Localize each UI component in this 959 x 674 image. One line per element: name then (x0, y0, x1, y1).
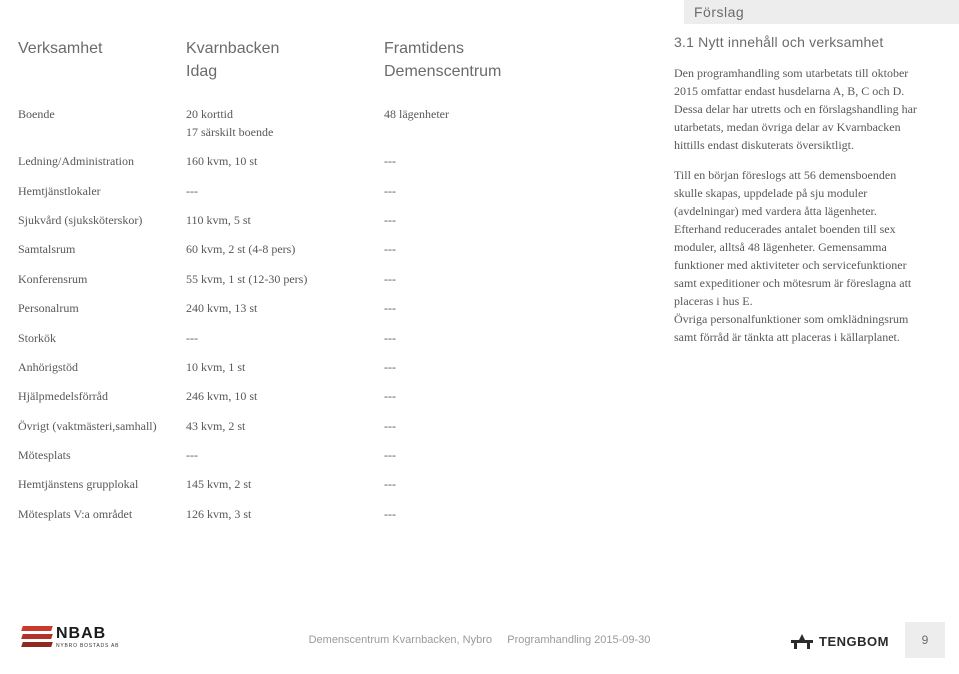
table-column-left: Verksamhet Kvarnbacken Idag Boende20 kor… (18, 34, 384, 526)
table-row: Samtalsrum60 kvm, 2 st (4-8 pers) (18, 238, 384, 261)
top-tab-label: Förslag (684, 0, 959, 20)
tengbom-logo-block: TENGBOM (791, 632, 889, 650)
table-row: --- (384, 297, 664, 320)
table-row: --- (384, 180, 664, 203)
main-columns: Verksamhet Kvarnbacken Idag Boende20 kor… (18, 34, 959, 526)
table-row: --- (384, 327, 664, 350)
tengbom-text: TENGBOM (819, 634, 889, 649)
table-row: Mötesplats V:a området126 kvm, 3 st (18, 503, 384, 526)
section-heading: 3.1 Nytt innehåll och verksamhet (674, 34, 921, 50)
table-header-row: Verksamhet Kvarnbacken Idag (18, 34, 384, 97)
table-row: 48 lägenheter (384, 103, 664, 144)
table-row: Anhörigstöd10 kvm, 1 st (18, 356, 384, 379)
tengbom-logo-icon (791, 632, 813, 650)
table-row: --- (384, 415, 664, 438)
data-table-mid: Framtidens Demenscentrum 48 lägenheter -… (384, 34, 664, 526)
page-number: 9 (905, 622, 945, 658)
table-column-mid: Framtidens Demenscentrum 48 lägenheter -… (384, 34, 664, 526)
table-row: --- (384, 356, 664, 379)
col2-header: Kvarnbacken Idag (186, 34, 384, 97)
body-paragraph: Den programhandling som utarbetats till … (674, 64, 921, 154)
table-header-row: Framtidens Demenscentrum (384, 34, 664, 97)
top-tab-band: Förslag (684, 0, 959, 24)
right-text-column: 3.1 Nytt innehåll och verksamhet Den pro… (664, 34, 939, 526)
page-root: Förslag Verksamhet Kvarnbacken Idag Boen… (0, 0, 959, 674)
table-row: Hjälpmedelsförråd246 kvm, 10 st (18, 385, 384, 408)
table-row: Konferensrum55 kvm, 1 st (12-30 pers) (18, 268, 384, 291)
table-row: --- (384, 503, 664, 526)
table-row: --- (384, 150, 664, 173)
table-row: --- (384, 268, 664, 291)
table-row: Mötesplats--- (18, 444, 384, 467)
col1-header: Verksamhet (18, 34, 186, 97)
table-row: Storkök--- (18, 327, 384, 350)
table-row: --- (384, 385, 664, 408)
body-paragraph: Till en början föreslogs att 56 demensbo… (674, 166, 921, 346)
table-row: --- (384, 238, 664, 261)
col3-header: Framtidens Demenscentrum (384, 34, 664, 97)
table-row: --- (384, 209, 664, 232)
page-footer: NBAB NYBRO BOSTADS AB Demenscentrum Kvar… (0, 594, 959, 674)
table-row: Övrigt (vaktmästeri,samhall)43 kvm, 2 st (18, 415, 384, 438)
table-row: Hemtjänstens grupplokal145 kvm, 2 st (18, 473, 384, 496)
data-table-left: Verksamhet Kvarnbacken Idag Boende20 kor… (18, 34, 384, 526)
table-row: Ledning/Administration160 kvm, 10 st (18, 150, 384, 173)
table-row: --- (384, 473, 664, 496)
table-row: Hemtjänstlokaler--- (18, 180, 384, 203)
table-row: --- (384, 444, 664, 467)
table-row: Personalrum240 kvm, 13 st (18, 297, 384, 320)
table-row: Sjukvård (sjuksköterskor)110 kvm, 5 st (18, 209, 384, 232)
table-row: Boende20 korttid17 särskilt boende (18, 103, 384, 144)
